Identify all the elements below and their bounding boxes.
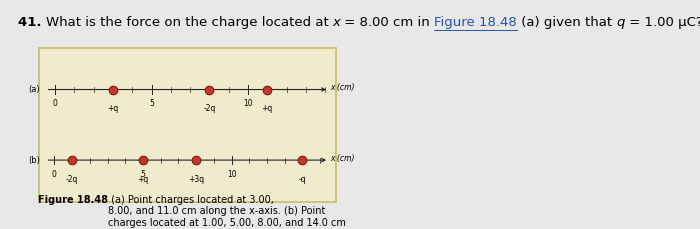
Text: 0: 0 — [52, 170, 57, 179]
Text: x: x — [332, 16, 340, 29]
Point — [297, 158, 308, 162]
Text: What is the force on the charge located at: What is the force on the charge located … — [46, 16, 332, 29]
Text: = 8.00 cm in: = 8.00 cm in — [340, 16, 435, 29]
Text: Figure 18.48: Figure 18.48 — [38, 195, 108, 205]
Text: x (cm): x (cm) — [330, 154, 354, 163]
Text: 0: 0 — [52, 99, 57, 108]
Text: (a) Point charges located at 3.00,
8.00, and 11.0 cm along the x-axis. (b) Point: (a) Point charges located at 3.00, 8.00,… — [108, 195, 346, 229]
Text: +q: +q — [137, 174, 148, 184]
Point — [204, 88, 215, 91]
Text: 10: 10 — [227, 170, 237, 179]
Text: 5: 5 — [149, 99, 154, 108]
Text: +q: +q — [262, 104, 273, 113]
Point — [107, 88, 118, 91]
Text: q: q — [617, 16, 625, 29]
Text: +q: +q — [107, 104, 118, 113]
Point — [190, 158, 202, 162]
Point — [66, 158, 78, 162]
Point — [137, 158, 148, 162]
Text: -2q: -2q — [66, 174, 78, 184]
Point — [262, 88, 273, 91]
Text: x (cm): x (cm) — [330, 83, 354, 93]
Text: 10: 10 — [243, 99, 253, 108]
Text: -2q: -2q — [203, 104, 216, 113]
Text: (a): (a) — [28, 85, 40, 94]
Text: = 1.00 μC?: = 1.00 μC? — [625, 16, 700, 29]
FancyBboxPatch shape — [38, 48, 336, 202]
Text: (a) given that: (a) given that — [517, 16, 617, 29]
Text: Figure 18.48: Figure 18.48 — [435, 16, 517, 29]
Text: (b): (b) — [28, 155, 40, 165]
Text: +3q: +3q — [188, 174, 204, 184]
Text: 5: 5 — [141, 170, 146, 179]
Text: 41.: 41. — [18, 16, 46, 29]
Text: -q: -q — [299, 174, 306, 184]
